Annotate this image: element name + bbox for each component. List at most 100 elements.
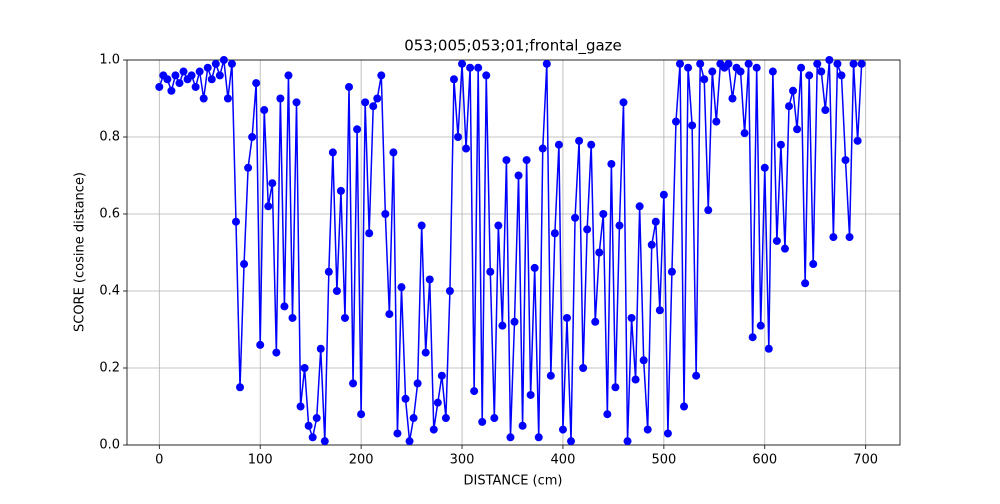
point [474, 63, 483, 72]
point [760, 163, 769, 172]
point [740, 129, 749, 138]
point [296, 402, 305, 411]
point [462, 144, 471, 153]
point [252, 79, 261, 88]
point [490, 414, 499, 423]
point [530, 263, 539, 272]
point [534, 433, 543, 442]
point [562, 313, 571, 322]
point [300, 364, 309, 372]
point [676, 59, 685, 68]
point [389, 148, 398, 157]
point [199, 94, 208, 103]
point [482, 71, 491, 80]
point [179, 67, 188, 76]
point [768, 67, 777, 76]
y-tick-label: 0.6 [99, 207, 120, 222]
point [163, 75, 172, 84]
point [603, 410, 612, 419]
point [268, 179, 277, 188]
point [413, 379, 422, 388]
point [429, 425, 438, 434]
point [223, 94, 232, 103]
point [643, 425, 652, 434]
point [696, 59, 705, 68]
point [789, 86, 798, 95]
point [248, 133, 257, 141]
point [244, 163, 253, 172]
point [639, 356, 648, 365]
point [607, 159, 616, 168]
point [215, 71, 224, 80]
x-tick-label: 700 [853, 453, 878, 468]
point [445, 287, 454, 295]
point [708, 67, 717, 76]
point [240, 260, 249, 269]
point [203, 63, 212, 72]
point [227, 59, 236, 68]
point [231, 217, 240, 226]
point [522, 156, 531, 165]
point [381, 210, 390, 218]
point [195, 67, 204, 76]
point [494, 221, 503, 230]
point [849, 59, 858, 68]
point [595, 248, 604, 257]
point [425, 275, 434, 284]
point [680, 402, 689, 411]
point [805, 71, 814, 80]
point [397, 283, 406, 292]
point [349, 379, 358, 388]
point [667, 267, 676, 276]
point [284, 71, 293, 80]
point [821, 106, 830, 115]
point [433, 398, 442, 407]
point [780, 244, 789, 253]
point [736, 67, 745, 76]
point [187, 71, 196, 80]
point [236, 383, 245, 392]
point [175, 79, 184, 88]
point [441, 414, 450, 423]
point [813, 59, 822, 68]
point [728, 94, 737, 103]
point [304, 421, 313, 430]
point [276, 94, 285, 103]
x-tick-label: 0 [155, 453, 163, 468]
point [692, 371, 701, 380]
point [361, 98, 370, 107]
point [219, 56, 228, 64]
y-tick-label: 1.0 [99, 53, 120, 68]
point [837, 71, 846, 80]
point [207, 75, 216, 84]
y-axis-label: SCORE (cosine distance) [73, 172, 88, 332]
point [308, 433, 317, 442]
point [167, 86, 176, 95]
point [405, 437, 414, 446]
point [155, 82, 164, 91]
point [776, 140, 785, 149]
point [373, 94, 382, 103]
plot-frame [126, 59, 901, 446]
point [502, 156, 511, 165]
point [772, 236, 781, 245]
point [829, 233, 838, 242]
point [809, 260, 818, 269]
point [764, 344, 773, 353]
point [567, 437, 576, 446]
point [833, 59, 842, 68]
point [498, 321, 507, 330]
point [518, 421, 527, 430]
series-line [158, 59, 863, 442]
point [748, 333, 757, 342]
point [663, 429, 672, 438]
point [817, 67, 826, 76]
point [449, 75, 458, 84]
point [369, 102, 378, 111]
point [635, 202, 644, 211]
point [631, 375, 640, 384]
point [345, 82, 354, 91]
point [571, 213, 580, 222]
point [312, 414, 321, 423]
